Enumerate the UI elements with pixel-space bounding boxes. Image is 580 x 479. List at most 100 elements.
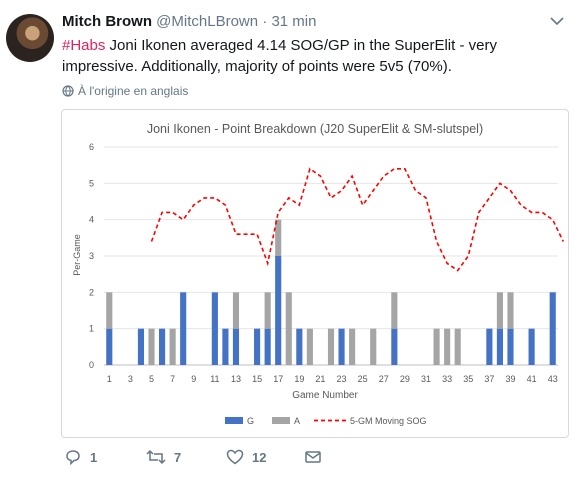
like-count: 12 xyxy=(252,449,267,465)
y-tick-label: 4 xyxy=(89,215,94,225)
x-tick-label: 43 xyxy=(548,374,558,384)
display-name[interactable]: Mitch Brown xyxy=(62,13,152,30)
bar-assists xyxy=(275,219,282,256)
bar-goals xyxy=(391,328,398,365)
bar-assists xyxy=(169,328,176,365)
bar-goals xyxy=(496,328,503,365)
chart-title: Joni Ikonen - Point Breakdown (J20 Super… xyxy=(147,122,483,136)
x-tick-label: 37 xyxy=(484,374,494,384)
x-tick-label: 25 xyxy=(358,374,368,384)
bar-goals xyxy=(232,328,240,365)
bar-goals xyxy=(528,328,535,365)
bar-goals xyxy=(106,328,113,365)
x-tick-label: 9 xyxy=(191,374,196,384)
x-tick-label: 19 xyxy=(294,374,304,384)
tweet-text: #Habs Joni Ikonen averaged 4.14 SOG/GP i… xyxy=(62,35,567,77)
chevron-down-icon[interactable] xyxy=(548,12,566,30)
globe-icon xyxy=(62,85,74,97)
bar-assists xyxy=(148,328,155,365)
x-tick-label: 15 xyxy=(252,374,262,384)
hashtag-link[interactable]: #Habs xyxy=(62,37,106,54)
y-tick-label: 3 xyxy=(89,251,94,261)
x-tick-label: 5 xyxy=(149,374,154,384)
point-breakdown-chart: Joni Ikonen - Point Breakdown (J20 Super… xyxy=(72,122,565,426)
bar-goals xyxy=(296,328,303,365)
x-tick-label: 7 xyxy=(170,374,175,384)
y-axis-label: Per-Game xyxy=(72,234,82,276)
translate-link[interactable]: À l'origine en anglais xyxy=(62,84,188,98)
x-tick-label: 41 xyxy=(527,374,537,384)
bar-assists xyxy=(327,328,335,365)
legend-swatch-goals xyxy=(225,417,243,424)
bar-assists xyxy=(444,328,451,365)
message-icon xyxy=(305,451,321,463)
user-handle[interactable]: @MitchLBrown xyxy=(156,13,259,30)
legend-label-moving: 5-GM Moving SOG xyxy=(350,416,427,426)
like-button[interactable]: 12 xyxy=(226,448,266,466)
bar-goals xyxy=(159,328,166,365)
tweet-actions: 1 7 12 xyxy=(62,448,482,470)
bar-goals xyxy=(507,328,514,365)
y-tick-label: 0 xyxy=(89,360,94,370)
x-tick-label: 17 xyxy=(273,374,283,384)
moving-average-line xyxy=(150,167,565,272)
bar-goals xyxy=(254,328,261,365)
tweet-header: Mitch Brown @MitchLBrown · 31 min xyxy=(62,12,316,31)
y-tick-label: 2 xyxy=(89,287,94,297)
x-tick-label: 35 xyxy=(463,374,473,384)
legend-label-goals: G xyxy=(247,416,254,426)
translate-label: À l'origine en anglais xyxy=(78,84,189,98)
bar-goals xyxy=(486,328,493,365)
y-tick-label: 6 xyxy=(89,142,94,152)
bar-assists xyxy=(306,328,313,365)
x-tick-label: 13 xyxy=(231,374,241,384)
reply-count: 1 xyxy=(90,449,98,465)
x-tick-label: 39 xyxy=(505,374,515,384)
x-tick-label: 31 xyxy=(421,374,431,384)
bar-goals xyxy=(264,328,271,365)
bar-assists xyxy=(106,292,113,329)
bar-goals xyxy=(275,256,282,365)
avatar[interactable] xyxy=(6,14,54,62)
bar-goals xyxy=(180,292,187,365)
bar-assists xyxy=(285,292,292,365)
x-tick-label: 1 xyxy=(107,374,112,384)
bar-assists xyxy=(496,292,503,329)
x-tick-label: 3 xyxy=(128,374,133,384)
bar-goals xyxy=(338,328,345,365)
like-icon xyxy=(226,449,244,465)
bar-goals xyxy=(211,292,218,365)
x-tick-label: 23 xyxy=(337,374,347,384)
bar-assists xyxy=(264,292,271,329)
bar-goals xyxy=(549,292,556,365)
bar-assists xyxy=(433,328,440,365)
message-button[interactable] xyxy=(304,448,322,466)
retweet-count: 7 xyxy=(174,449,182,465)
y-tick-label: 1 xyxy=(89,324,94,334)
tweet-body: Joni Ikonen averaged 4.14 SOG/GP in the … xyxy=(62,37,497,75)
timestamp[interactable]: 31 min xyxy=(271,13,317,30)
bar-assists xyxy=(391,292,398,329)
bar-assists xyxy=(349,328,356,365)
y-tick-label: 5 xyxy=(89,178,94,188)
x-tick-label: 11 xyxy=(210,374,219,384)
bar-assists xyxy=(454,328,461,365)
x-tick-label: 21 xyxy=(315,374,325,384)
bar-assists xyxy=(507,292,514,329)
legend-label-assists: A xyxy=(294,416,300,426)
retweet-button[interactable]: 7 xyxy=(146,448,181,466)
media-card[interactable]: Joni Ikonen - Point Breakdown (J20 Super… xyxy=(61,109,569,438)
x-tick-label: 33 xyxy=(442,374,452,384)
legend-swatch-assists xyxy=(272,417,290,424)
chart-legend: G A 5-GM Moving SOG xyxy=(225,416,427,426)
x-axis-label: Game Number xyxy=(292,390,358,401)
separator-dot: · xyxy=(262,13,268,30)
reply-icon xyxy=(66,450,80,466)
bar-goals xyxy=(137,328,145,365)
bar-goals xyxy=(222,328,229,365)
bar-assists xyxy=(370,328,377,365)
reply-button[interactable]: 1 xyxy=(64,448,97,466)
x-tick-label: 27 xyxy=(379,374,389,384)
x-tick-label: 29 xyxy=(400,374,410,384)
bar-assists xyxy=(232,292,240,329)
